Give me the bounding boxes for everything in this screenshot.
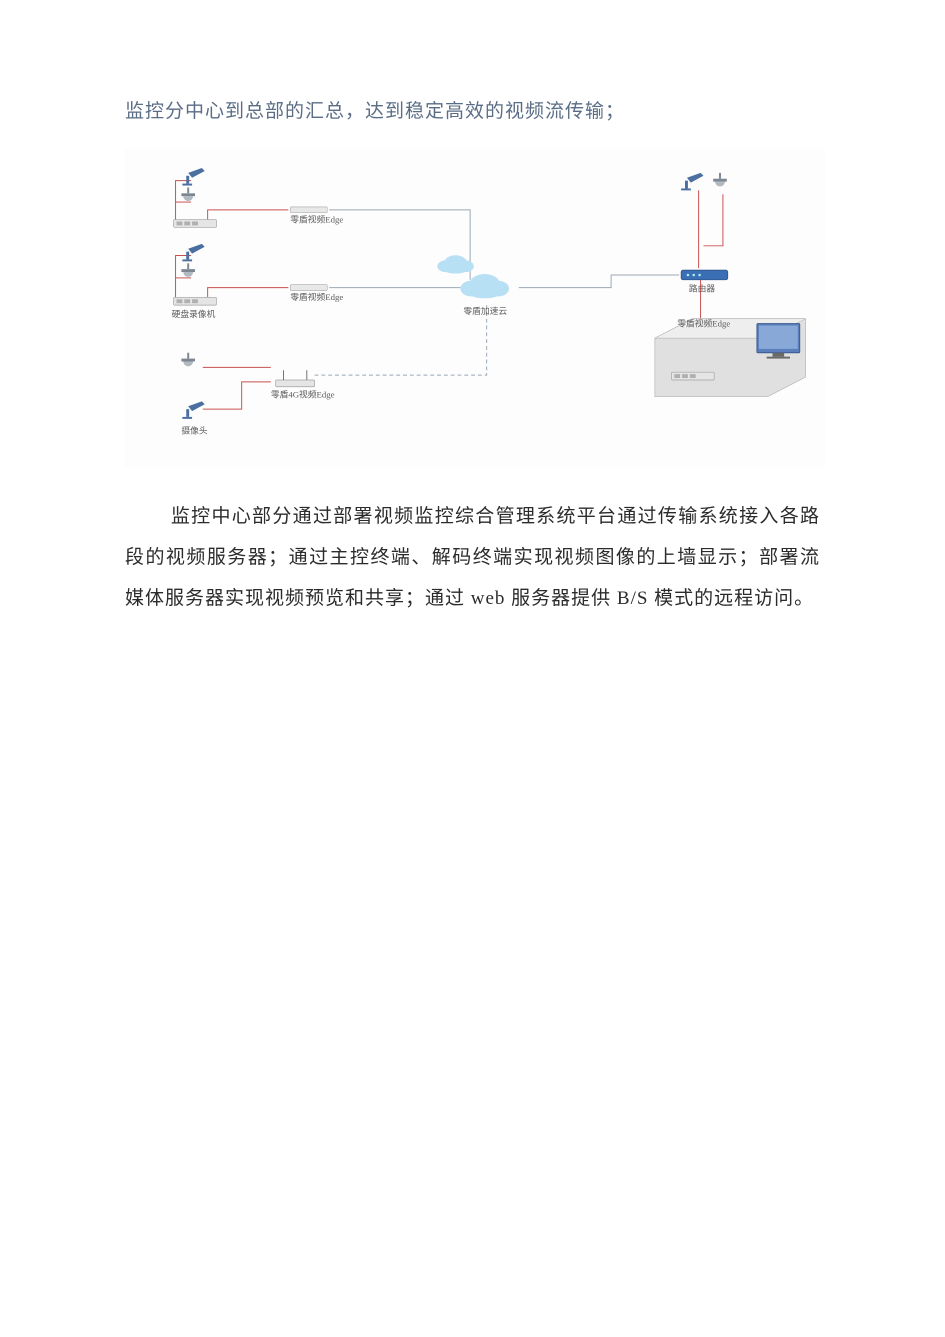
edge-cam3a-edge3 <box>203 382 271 409</box>
node-cam3a <box>182 402 204 420</box>
node-label-nvr2: 硬盘录像机 <box>172 308 216 319</box>
node-cam1a <box>182 168 204 186</box>
body-paragraph: 监控中心部分通过部署视频监控综合管理系统平台通过传输系统接入各路段的视频服务器；… <box>125 497 820 620</box>
node-edge4: 零盾视频Edge <box>677 318 730 329</box>
node-cam1b <box>181 188 195 202</box>
edge-cam2a-nvr2 <box>176 256 192 300</box>
edge-cloud-router <box>519 275 679 288</box>
node-decoder <box>671 372 714 380</box>
node-label-router: 路由器 <box>689 283 715 294</box>
node-label-cloud: 零盾加速云 <box>463 306 507 316</box>
network-diagram: 零盾视频Edge硬盘录像机零盾视频Edge零盾4G视频Edge摄像头零盾加速云路… <box>125 149 825 469</box>
body-text-content: 监控中心部分通过部署视频监控综合管理系统平台通过传输系统接入各路段的视频服务器；… <box>125 506 820 609</box>
node-cam2b <box>181 263 195 277</box>
node-cam-r2 <box>713 173 727 187</box>
node-cam-r1 <box>681 173 703 191</box>
node-label-edge2: 零盾视频Edge <box>290 291 343 302</box>
node-cam2a <box>182 244 204 262</box>
diagram-svg: 零盾视频Edge硬盘录像机零盾视频Edge零盾4G视频Edge摄像头零盾加速云路… <box>125 149 825 469</box>
node-nvr1 <box>174 220 217 228</box>
edge-edge3-cloud <box>315 304 487 375</box>
node-label-edge3: 零盾4G视频Edge <box>271 389 335 400</box>
nodes-layer: 零盾视频Edge硬盘录像机零盾视频Edge零盾4G视频Edge摄像头零盾加速云路… <box>172 168 806 435</box>
node-label-edge1: 零盾视频Edge <box>290 214 343 225</box>
edge-nvr1-edge1 <box>208 210 289 222</box>
edge-cam-r2-router <box>703 194 722 246</box>
node-label-camlbl: 摄像头 <box>181 425 207 436</box>
node-label-edge4: 零盾视频Edge <box>677 318 730 329</box>
node-nvr2: 硬盘录像机 <box>172 298 217 319</box>
node-cam3b <box>181 353 195 367</box>
document-page: 监控分中心到总部的汇总，达到稳定高效的视频流传输； <box>0 0 945 620</box>
intro-text: 监控分中心到总部的汇总，达到稳定高效的视频流传输； <box>125 95 820 129</box>
edges-layer <box>176 181 723 409</box>
node-router: 路由器 <box>681 270 728 293</box>
edge-nvr2-edge2 <box>208 288 289 300</box>
node-cloud: 零盾加速云 <box>437 255 509 316</box>
node-camlbl: 摄像头 <box>181 425 207 436</box>
edge-cam1a-nvr1 <box>176 181 192 222</box>
